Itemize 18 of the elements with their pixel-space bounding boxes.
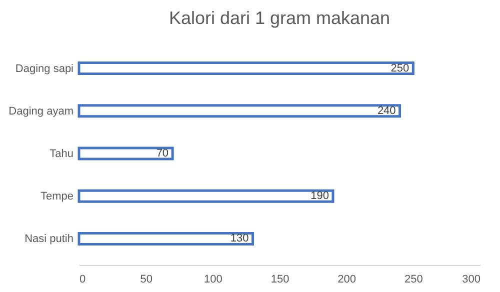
data-label: 190 — [310, 190, 329, 202]
x-tick-label: 150 — [270, 274, 290, 286]
y-tick-label: Tempe — [40, 190, 74, 203]
x-tick-label: 0 — [80, 274, 86, 286]
chart-title: Kalori dari 1 gram makanan — [168, 8, 390, 28]
x-tick-label: 100 — [204, 274, 222, 286]
x-tick-label: 200 — [338, 274, 356, 286]
x-tick-label: 300 — [462, 274, 480, 286]
y-tick-label: Daging sapi — [15, 62, 74, 75]
y-tick-label: Tahu — [50, 148, 74, 160]
y-tick-label: Daging ayam — [8, 105, 74, 118]
data-label: 130 — [230, 232, 249, 245]
data-label: 250 — [390, 62, 410, 74]
y-tick-label: Nasi putih — [24, 233, 74, 246]
data-label: 240 — [377, 104, 396, 117]
data-label: 70 — [156, 148, 169, 160]
x-tick-label: 50 — [140, 274, 152, 286]
x-tick-label: 250 — [404, 274, 423, 286]
